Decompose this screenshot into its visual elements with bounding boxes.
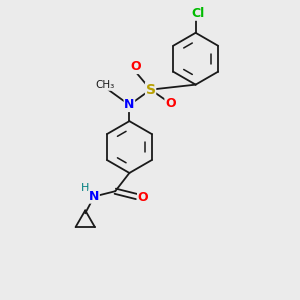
Text: N: N <box>124 98 135 111</box>
Text: H: H <box>80 183 89 193</box>
Text: S: S <box>146 82 156 97</box>
Text: O: O <box>165 97 175 110</box>
Text: N: N <box>89 190 99 203</box>
Text: O: O <box>130 61 141 74</box>
Text: CH₃: CH₃ <box>96 80 115 90</box>
Text: O: O <box>138 191 148 205</box>
Text: Cl: Cl <box>191 7 205 20</box>
